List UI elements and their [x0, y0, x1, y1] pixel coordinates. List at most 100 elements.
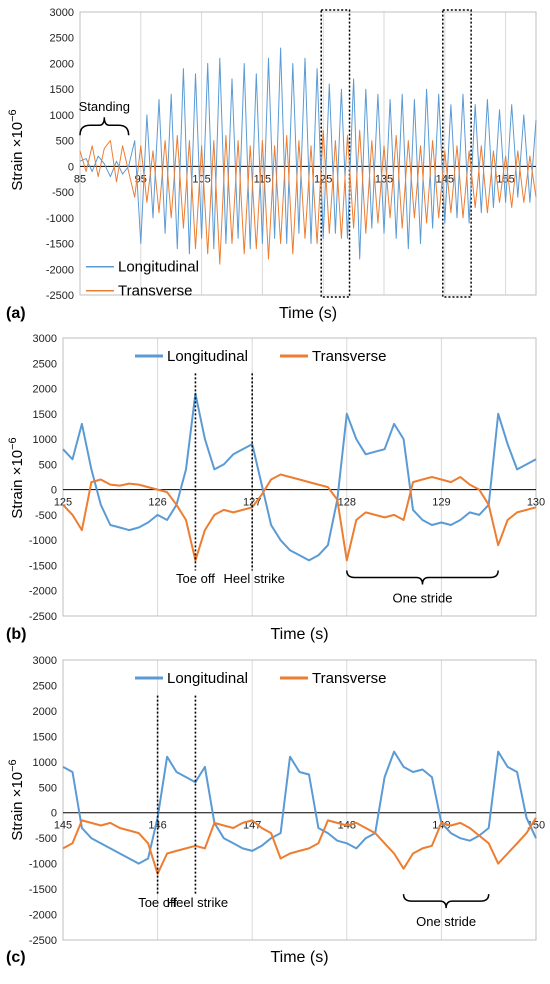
toe-off-label: Toe off	[176, 571, 215, 586]
y-tick-label: 2500	[33, 680, 57, 692]
standing-brace	[79, 117, 130, 136]
y-tick-label: 500	[39, 782, 57, 794]
y-tick-label: 500	[56, 136, 74, 148]
series-line-transverse	[62, 473, 537, 562]
legend-label-transverse: Transverse	[312, 348, 386, 365]
stride-label: One stride	[392, 591, 452, 606]
legend: Longitudinal Transverse	[86, 259, 199, 300]
y-tick-label: 1500	[33, 409, 57, 421]
y-axis-label: Strain ×10−6	[7, 759, 26, 840]
y-tick-label: 2000	[33, 706, 57, 718]
chart-panel-1: 3000 2500 2000 1500 1000 500 0 -500 -1000 -1500 -2…	[6, 7, 537, 322]
plot-border	[79, 11, 537, 296]
x-axis-label: Time (s)	[270, 626, 328, 643]
y-axis-label-base: Strain ×10	[9, 772, 26, 841]
panel-label: (c)	[6, 949, 26, 966]
x-tick-label: 126	[148, 497, 166, 509]
y-tick-label: 0	[68, 161, 74, 173]
x-tick-label: 146	[148, 820, 166, 832]
stride-label: One stride	[416, 914, 476, 929]
y-tick-label: 0	[51, 808, 57, 820]
x-tick-label: 115	[254, 173, 272, 185]
y-tick-label: -2000	[46, 264, 74, 276]
y-tick-label: 0	[51, 485, 57, 497]
y-tick-label: -2500	[29, 935, 57, 947]
y-axis-label: Strain ×10−6	[7, 109, 26, 190]
y-tick-label: -1500	[29, 884, 57, 896]
y-axis-label-exponent: −6	[7, 437, 19, 450]
y-tick-label: 3000	[50, 7, 74, 19]
y-tick-label: -1000	[46, 213, 74, 225]
y-axis-label-exponent: −6	[7, 759, 19, 772]
y-tick-label: 3000	[33, 333, 57, 345]
toe-off-label: Toe off	[138, 895, 177, 910]
y-tick-label: -2000	[29, 586, 57, 598]
panel-label: (a)	[6, 305, 26, 322]
legend-label-longitudinal: Longitudinal	[118, 259, 199, 276]
chart-panel-3: 3000 2500 2000 1500 1000 500 0 -500 -1000 -1500 -2…	[6, 655, 545, 966]
y-tick-label: 2500	[33, 358, 57, 370]
series-line-longitudinal	[62, 392, 537, 562]
x-axis-label: Time (s)	[270, 949, 328, 966]
chart-panel-2: 3000 2500 2000 1500 1000 500 0 -500 -1000 -1500 -2…	[6, 333, 545, 643]
y-axis-label: Strain ×10−6	[7, 437, 26, 518]
legend-label-longitudinal: Longitudinal	[167, 670, 248, 687]
series-line-transverse	[62, 817, 537, 875]
y-tick-label: 1500	[50, 84, 74, 96]
y-axis-label-base: Strain ×10	[9, 122, 26, 191]
plot-border	[62, 659, 537, 941]
x-tick-label: 135	[375, 173, 393, 185]
x-tick-label: 130	[527, 497, 545, 509]
y-tick-label: -500	[35, 833, 57, 845]
x-tick-label: 155	[496, 173, 514, 185]
y-tick-label: -2500	[29, 611, 57, 623]
standing-label: Standing	[79, 99, 130, 114]
x-tick-label: 145	[54, 820, 72, 832]
heel-strike-label: Heel strike	[167, 895, 228, 910]
y-tick-label: -1000	[29, 859, 57, 871]
x-tick-label: 128	[338, 497, 356, 509]
y-tick-label: 500	[39, 459, 57, 471]
stride-brace	[402, 894, 490, 909]
legend-label-transverse: Transverse	[312, 670, 386, 687]
stride-brace	[346, 570, 499, 585]
x-tick-label: 147	[243, 820, 261, 832]
y-tick-label: -2000	[29, 910, 57, 922]
plot-border	[62, 337, 537, 617]
x-tick-label: 125	[54, 497, 72, 509]
heel-strike-label: Heel strike	[223, 571, 284, 586]
x-tick-label: 129	[432, 497, 450, 509]
highlight-box	[320, 9, 351, 298]
highlight-box	[442, 9, 472, 298]
y-tick-label: 2000	[50, 58, 74, 70]
y-tick-label: 2500	[50, 33, 74, 45]
y-tick-label: 2000	[33, 384, 57, 396]
x-tick-label: 145	[436, 173, 454, 185]
y-tick-label: 1000	[50, 110, 74, 122]
x-tick-label: 85	[74, 173, 86, 185]
y-tick-label: 1000	[33, 434, 57, 446]
y-tick-label: 3000	[33, 655, 57, 667]
y-tick-label: -1500	[29, 560, 57, 572]
y-axis-label-exponent: −6	[7, 109, 19, 122]
y-tick-label: -500	[35, 510, 57, 522]
legend: Longitudinal Transverse	[135, 348, 386, 365]
legend-label-longitudinal: Longitudinal	[167, 348, 248, 365]
y-tick-label: 1000	[33, 757, 57, 769]
x-tick-label: 125	[314, 173, 332, 185]
series-line-longitudinal	[79, 47, 537, 260]
y-tick-label: -1500	[46, 239, 74, 251]
x-tick-label: 105	[192, 173, 210, 185]
legend-label-transverse: Transverse	[118, 283, 192, 300]
y-axis-label-base: Strain ×10	[9, 450, 26, 519]
y-tick-label: -500	[52, 187, 74, 199]
y-tick-label: -2500	[46, 290, 74, 302]
x-axis-label: Time (s)	[279, 305, 337, 322]
series-line-transverse	[79, 129, 537, 265]
y-tick-label: 1500	[33, 731, 57, 743]
panel-label: (b)	[6, 626, 26, 643]
series-line-longitudinal	[62, 750, 537, 865]
y-tick-label: -1000	[29, 535, 57, 547]
